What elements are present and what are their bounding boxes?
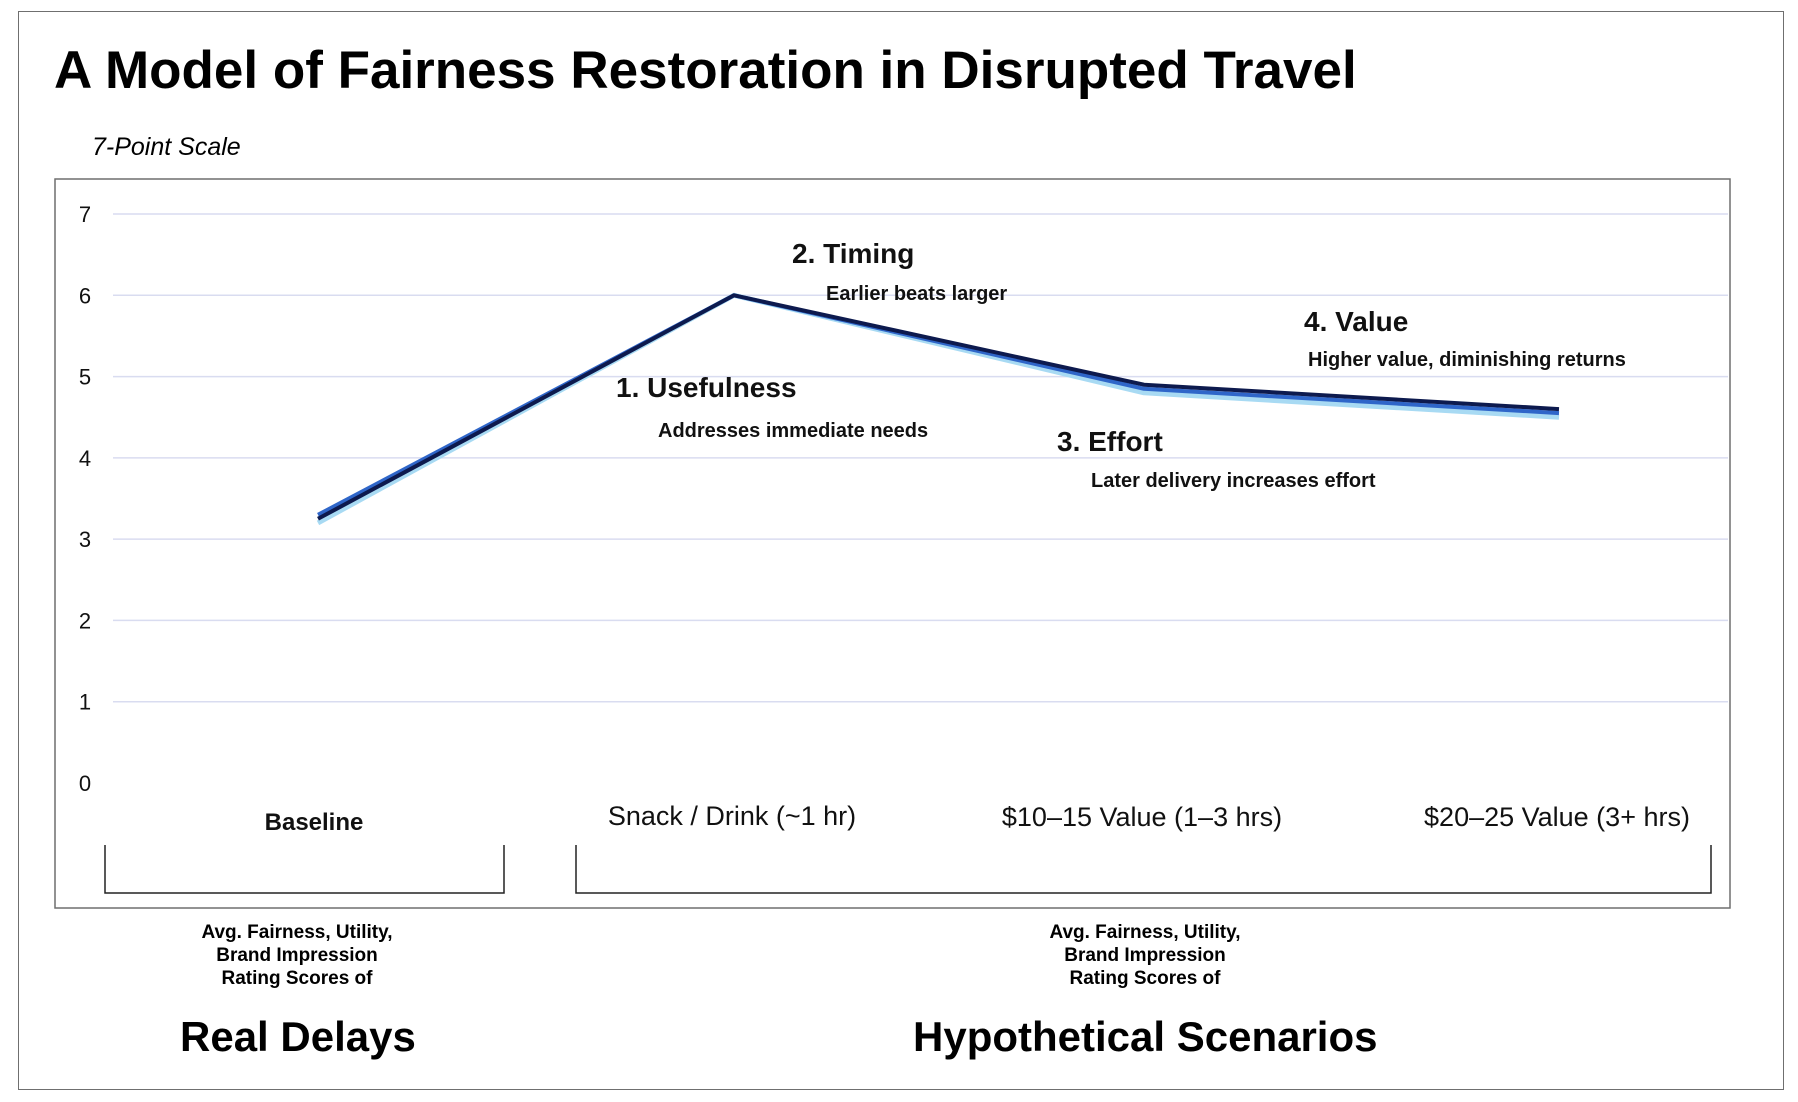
annotation-title: 2. Timing [792, 238, 914, 269]
annotation-title: 4. Value [1304, 306, 1408, 337]
y-tick-label: 6 [79, 283, 91, 308]
x-tick-label: Snack / Drink (~1 hr) [608, 801, 856, 831]
note-line: Rating Scores of [221, 968, 373, 989]
note-line: Rating Scores of [1069, 968, 1221, 989]
category-labels: Baseline Snack / Drink (~1 hr) $10–15 Valu… [265, 801, 1690, 836]
annotation-text: Later delivery increases effort [1091, 470, 1376, 492]
x-tick-label: $20–25 Value (3+ hrs) [1424, 802, 1690, 832]
group-title-real: Real Delays [180, 1013, 416, 1060]
note-line: Avg. Fairness, Utility, [1049, 922, 1241, 943]
bracket-hypothetical [575, 845, 1712, 894]
x-tick-label: Baseline [265, 809, 364, 836]
x-tick-label: $10–15 Value (1–3 hrs) [1002, 802, 1282, 832]
y-tick-label: 2 [79, 608, 91, 633]
note-line: Brand Impression [216, 945, 378, 966]
annotation-title: 1. Usefulness [616, 372, 797, 403]
annotations: 1. Usefulness Addresses immediate needs 2.… [616, 238, 1626, 492]
group-title-hypothetical: Hypothetical Scenarios [913, 1013, 1378, 1060]
annotation-text: Addresses immediate needs [658, 420, 928, 442]
group-brackets [104, 845, 1712, 894]
y-tick-label: 4 [79, 446, 91, 471]
y-tick-label: 0 [79, 771, 91, 796]
figure-frame [18, 11, 1784, 1090]
y-tick-label: 3 [79, 527, 91, 552]
gridlines [113, 213, 1728, 703]
note-line: Brand Impression [1064, 945, 1226, 966]
y-tick-labels: 0 1 2 3 4 5 6 7 [79, 202, 91, 796]
annotation-title: 3. Effort [1057, 426, 1163, 457]
bracket-real-delays [104, 845, 505, 894]
plot-area-border [54, 178, 1731, 909]
y-tick-label: 1 [79, 690, 91, 715]
y-tick-label: 7 [79, 202, 91, 227]
series-lines [316, 292, 1560, 526]
group-note-hypothetical: Avg. Fairness, Utility, Brand Impression… [985, 921, 1305, 990]
y-tick-label: 5 [79, 365, 91, 390]
group-note-real: Avg. Fairness, Utility, Brand Impression… [137, 921, 457, 990]
y-axis-label: 7-Point Scale [92, 133, 241, 161]
series-line [317, 293, 1560, 521]
annotation-text: Earlier beats larger [826, 283, 1007, 305]
note-line: Avg. Fairness, Utility, [201, 922, 393, 943]
chart-title: A Model of Fairness Restoration in Disru… [54, 41, 1357, 100]
annotation-text: Higher value, diminishing returns [1308, 349, 1626, 371]
